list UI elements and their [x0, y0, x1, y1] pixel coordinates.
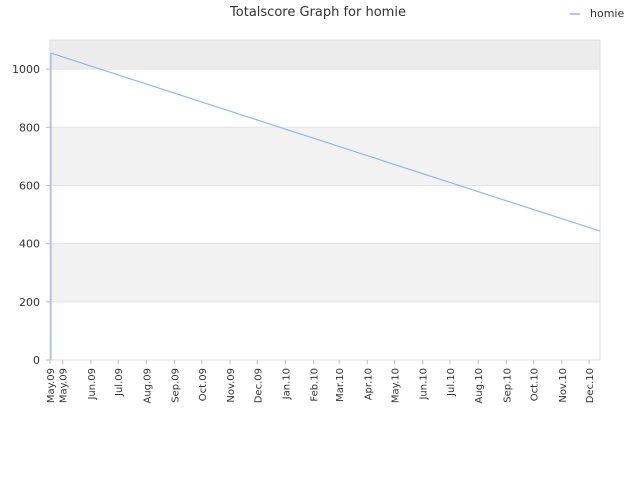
- x-tick-label: Nov.10: [558, 368, 569, 403]
- x-tick-label: May.10: [391, 368, 402, 403]
- x-tick-label: Aug.09: [142, 368, 153, 403]
- y-tick-label: 1000: [12, 63, 40, 76]
- x-tick-label: Jul.10: [446, 368, 457, 397]
- x-tick-label: Nov.09: [226, 368, 237, 403]
- x-tick-label: May.09: [59, 368, 70, 403]
- grid-band: [50, 301, 600, 360]
- x-tick-label: Aug.10: [474, 368, 485, 403]
- x-axis-ticks: May.09 May.09 Jun.09 Jul.09 Aug.09 Sep.09 Oct.…: [46, 360, 596, 403]
- x-tick-label: May.09: [46, 368, 57, 403]
- x-tick-label: Dec.10: [585, 368, 596, 403]
- grid-band: [50, 185, 600, 244]
- legend-label-homie: homie: [590, 7, 624, 20]
- x-tick-label: Feb.10: [310, 368, 321, 402]
- x-tick-label: Sep.09: [171, 368, 182, 403]
- y-axis-ticks: 0 200 400 600 800 1000: [12, 63, 50, 367]
- plot-border: [49, 39, 601, 361]
- x-tick-label: Apr.10: [363, 368, 374, 400]
- x-tick-label: Sep.10: [502, 368, 513, 403]
- chart-title: Totalscore Graph for homie: [229, 5, 406, 20]
- series-lines: [50, 52, 601, 360]
- grid-band: [50, 40, 600, 70]
- x-tick-label: Oct.09: [198, 368, 209, 401]
- y-tick-label: 600: [19, 179, 40, 192]
- x-tick-label: Jun.09: [87, 368, 98, 401]
- grid-band: [50, 127, 600, 186]
- y-tick-label: 800: [19, 121, 40, 134]
- x-tick-label: Dec.09: [253, 368, 264, 403]
- grid-bands: [50, 40, 600, 360]
- legend[interactable]: homie: [570, 7, 624, 20]
- grid-band: [50, 243, 600, 302]
- y-tick-label: 400: [19, 238, 40, 251]
- x-tick-label: Mar.10: [335, 368, 346, 402]
- x-tick-label: Oct.10: [530, 368, 541, 401]
- y-tick-label: 0: [33, 354, 40, 367]
- series-line-homie: [50, 52, 601, 360]
- x-tick-label: Jul.09: [114, 368, 125, 397]
- grid-band: [50, 69, 600, 128]
- y-tick-label: 200: [19, 296, 40, 309]
- x-tick-label: Jun.10: [419, 368, 430, 401]
- plot-frame: [49, 39, 601, 361]
- x-tick-label: Jan.10: [281, 368, 292, 400]
